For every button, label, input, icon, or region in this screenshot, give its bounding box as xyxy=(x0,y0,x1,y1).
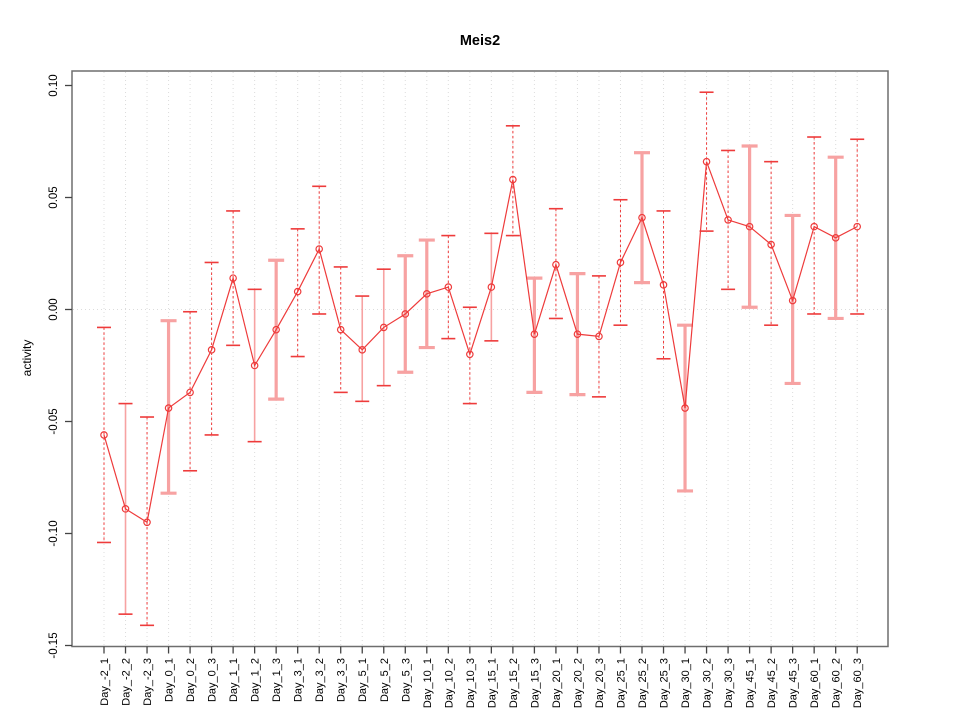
x-tick-label: Day_45_3 xyxy=(788,658,800,708)
x-tick-label: Day_25_1 xyxy=(615,658,627,708)
x-tick-label: Day_30_1 xyxy=(680,658,692,708)
data-point-marker xyxy=(530,330,539,338)
x-tick-label: Day_1_2 xyxy=(250,658,262,702)
data-point-marker xyxy=(293,287,302,296)
data-point-marker xyxy=(207,346,216,354)
x-tick-label: Day_10_2 xyxy=(443,658,455,708)
x-tick-label: Day_30_2 xyxy=(702,658,714,708)
data-point-marker xyxy=(422,290,431,298)
data-point-marker xyxy=(702,157,711,166)
y-tick-label: -0.10 xyxy=(48,520,60,546)
data-point-marker xyxy=(487,283,496,291)
x-tick-label: Day_45_2 xyxy=(766,658,778,708)
x-tick-label: Day_5_2 xyxy=(379,658,391,702)
y-tick-label: 0.00 xyxy=(48,298,60,320)
x-tick-label: Day_5_3 xyxy=(400,658,412,702)
x-tick-label: Day_10_1 xyxy=(422,658,434,708)
x-tick-label: Day_10_3 xyxy=(465,658,477,708)
data-point-marker xyxy=(250,361,259,370)
x-tick-label: Day_0_1 xyxy=(164,658,176,702)
series-line xyxy=(103,161,858,524)
data-point-marker xyxy=(853,222,862,231)
data-point-marker xyxy=(336,325,345,334)
data-point-marker xyxy=(272,325,280,334)
data-point-marker xyxy=(444,283,453,291)
y-tick-label: 0.10 xyxy=(48,74,60,96)
data-point-marker xyxy=(466,350,474,359)
data-point-marker xyxy=(638,213,646,222)
x-tick-label: Day_1_3 xyxy=(271,658,283,702)
data-point-marker xyxy=(681,404,689,412)
data-point-marker xyxy=(358,346,367,354)
x-tick-label: Day_3_3 xyxy=(336,658,348,702)
x-tick-label: Day_25_3 xyxy=(659,658,671,708)
y-tick-label: -0.15 xyxy=(48,632,60,658)
x-tick-label: Day_-2_2 xyxy=(121,658,133,706)
data-point-marker xyxy=(810,222,818,231)
x-tick-label: Day_1_1 xyxy=(228,658,240,702)
x-tick-label: Day_0_3 xyxy=(207,658,219,702)
y-tick-label: 0.05 xyxy=(48,186,60,208)
x-tick-label: Day_60_1 xyxy=(809,658,821,708)
data-point-marker xyxy=(143,518,151,527)
chart-title: Meis2 xyxy=(459,33,501,49)
data-point-marker xyxy=(767,240,775,249)
x-tick-label: Day_60_3 xyxy=(852,658,864,708)
x-tick-label: Day_0_2 xyxy=(185,658,197,702)
x-tick-label: Day_20_2 xyxy=(572,658,584,708)
x-tick-label: Day_60_2 xyxy=(831,658,843,708)
plot-border xyxy=(71,70,889,648)
data-point-marker xyxy=(788,296,797,305)
x-tick-label: Day_-2_3 xyxy=(142,658,154,706)
data-point-marker xyxy=(121,505,130,513)
x-tick-label: Day_3_2 xyxy=(314,658,326,702)
x-tick-label: Day_25_2 xyxy=(637,658,649,708)
x-tick-label: Day_15_1 xyxy=(486,658,498,708)
data-point-marker xyxy=(745,222,754,231)
data-point-marker xyxy=(595,332,603,341)
data-point-marker xyxy=(573,330,582,338)
x-tick-label: Day_3_1 xyxy=(293,658,305,702)
data-point-marker xyxy=(186,388,194,397)
data-point-marker xyxy=(616,258,625,267)
data-point-marker xyxy=(509,175,517,184)
data-point-marker xyxy=(229,274,237,282)
data-point-marker xyxy=(100,431,108,439)
y-tick-label: -0.05 xyxy=(48,408,60,434)
x-tick-label: Day_15_3 xyxy=(529,658,541,708)
data-point-marker xyxy=(724,216,732,224)
x-tick-label: Day_30_3 xyxy=(723,658,735,708)
data-point-marker xyxy=(401,310,410,318)
x-tick-label: Day_20_3 xyxy=(594,658,606,708)
x-tick-label: Day_45_1 xyxy=(745,658,757,708)
data-point-marker xyxy=(379,323,388,332)
data-point-marker xyxy=(315,245,324,253)
x-tick-label: Day_15_2 xyxy=(508,658,520,708)
data-point-marker xyxy=(552,260,560,269)
data-point-marker xyxy=(659,281,668,289)
x-tick-label: Day_5_1 xyxy=(357,658,369,702)
x-tick-label: Day_20_1 xyxy=(551,658,563,708)
data-point-marker xyxy=(831,234,840,242)
data-point-marker xyxy=(164,404,173,412)
x-tick-label: Day_-2_1 xyxy=(99,658,111,706)
